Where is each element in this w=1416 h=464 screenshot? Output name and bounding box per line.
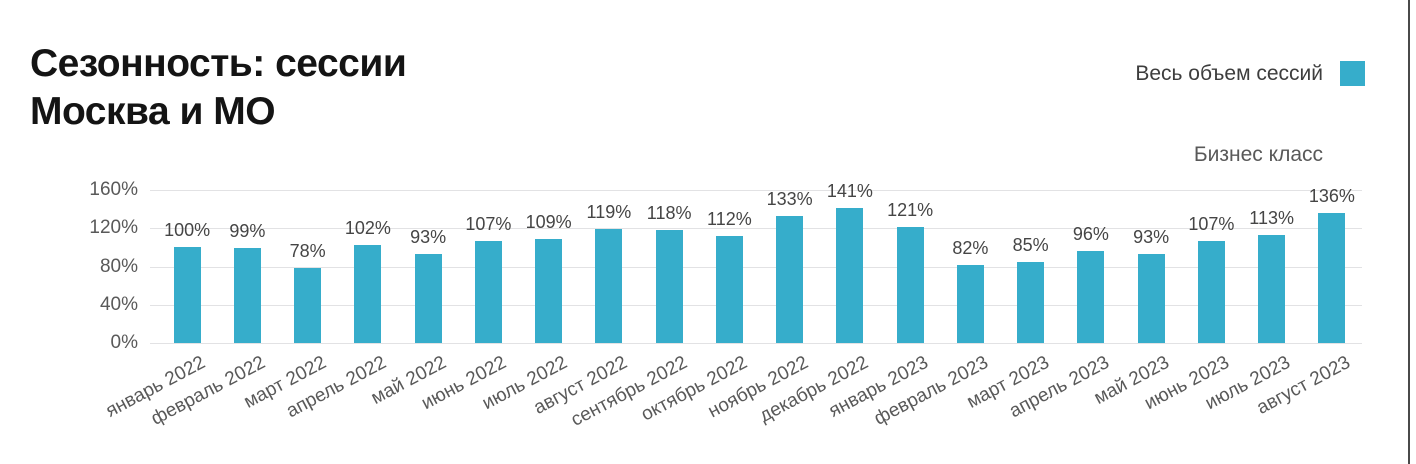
- bar: [173, 247, 201, 343]
- bar: [233, 248, 261, 343]
- bar-value-label: 93%: [410, 227, 447, 248]
- bar: [896, 227, 924, 343]
- bar: [474, 240, 502, 343]
- bar: [1017, 261, 1045, 343]
- bar-value-label: 93%: [1133, 227, 1170, 248]
- slide-right-border: [1408, 0, 1410, 464]
- bar: [655, 230, 683, 343]
- bar: [836, 208, 864, 343]
- bar-value-label: 141%: [826, 181, 873, 202]
- bar-value-label: 121%: [887, 200, 934, 221]
- y-axis-tick-label: 0%: [110, 332, 138, 353]
- bar: [1318, 212, 1346, 343]
- gridline: [150, 228, 1362, 230]
- bar-value-label: 107%: [1188, 213, 1235, 234]
- bar-value-label: 107%: [465, 213, 512, 234]
- bar-value-label: 100%: [164, 220, 211, 241]
- bar-value-label: 99%: [229, 221, 266, 242]
- bar: [354, 245, 382, 343]
- bar-value-label: 82%: [952, 237, 989, 258]
- bar-value-label: 96%: [1072, 224, 1109, 245]
- bar-value-label: 109%: [525, 211, 572, 232]
- bar-value-label: 133%: [766, 188, 813, 209]
- gridline: [150, 343, 1362, 344]
- bar-value-label: 113%: [1249, 207, 1294, 228]
- bar: [956, 264, 984, 343]
- chart-subtitle: Бизнес класс: [1193, 143, 1323, 166]
- gridline: [150, 304, 1362, 306]
- bar: [1077, 251, 1105, 343]
- gridline: [150, 266, 1362, 268]
- bar: [776, 215, 804, 343]
- page-title: Сезонность: сессии Москва и МО: [30, 42, 407, 133]
- bar: [414, 254, 442, 343]
- bar: [535, 238, 563, 343]
- bar: [595, 229, 623, 343]
- y-axis-tick-label: 160%: [89, 179, 138, 200]
- bar-value-label: 102%: [344, 218, 391, 239]
- y-axis-tick-label: 120%: [89, 217, 138, 239]
- bar-value-label: 118%: [646, 203, 692, 224]
- bar-value-label: 78%: [289, 241, 326, 262]
- bar: [715, 235, 743, 343]
- bar-value-label: 112%: [707, 208, 752, 229]
- y-axis-tick-label: 80%: [99, 255, 138, 277]
- bar: [1258, 234, 1286, 343]
- legend-label: Весь объем сессий: [1135, 61, 1323, 85]
- legend-swatch-icon: [1340, 61, 1365, 86]
- bar-value-label: 136%: [1308, 185, 1355, 206]
- chart-legend: Весь объем сессий: [1135, 61, 1365, 86]
- bar-value-label: 85%: [1012, 234, 1049, 255]
- y-axis-tick-label: 40%: [99, 293, 138, 315]
- bar: [1137, 254, 1165, 343]
- bar: [294, 268, 322, 343]
- bar: [1197, 240, 1225, 343]
- bar-value-label: 119%: [586, 202, 632, 223]
- gridline: [150, 190, 1362, 191]
